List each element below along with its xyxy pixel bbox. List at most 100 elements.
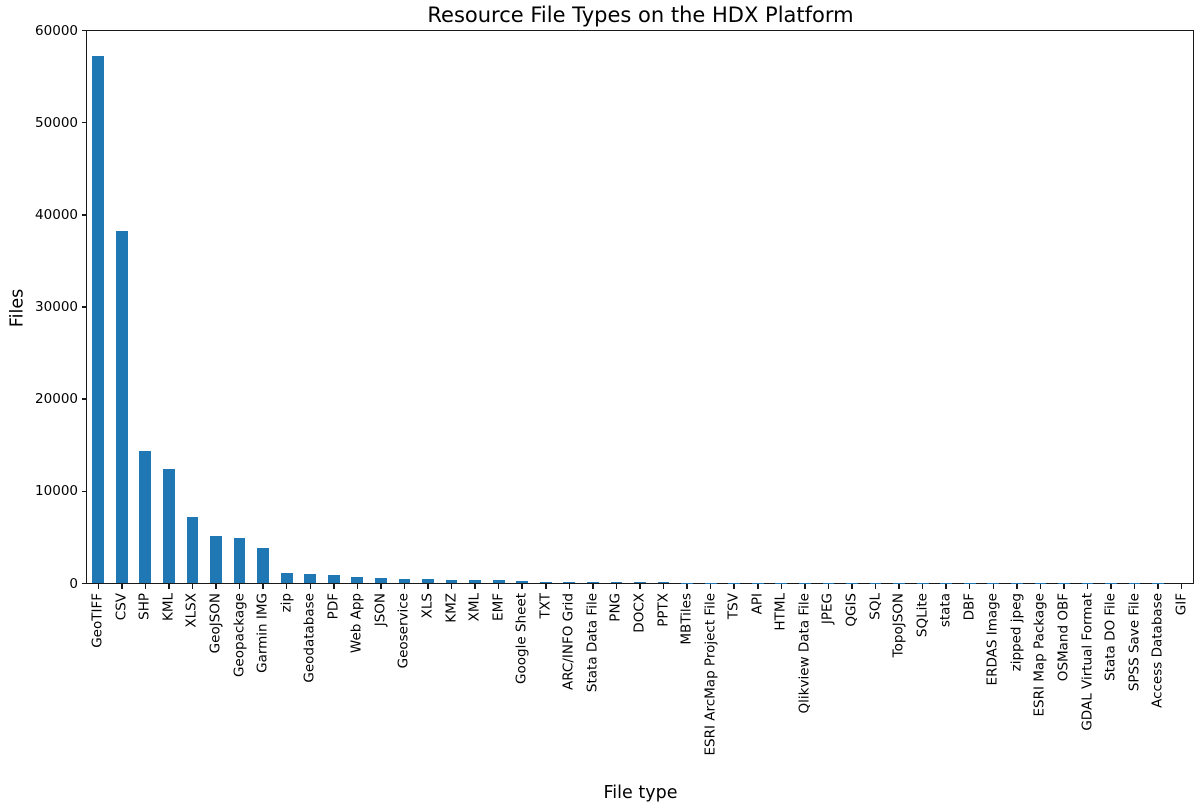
y-tick-label: 30000 — [35, 299, 78, 315]
bar-web-app — [351, 577, 364, 584]
x-tick — [568, 584, 571, 589]
x-tick — [780, 584, 783, 589]
x-tick-label: GDAL Virtual Format — [1079, 592, 1095, 731]
bar-png — [610, 582, 623, 584]
bar-xml — [469, 579, 481, 584]
x-tick — [757, 584, 759, 589]
x-tick-label: SHP — [136, 592, 153, 620]
y-tick — [81, 121, 86, 124]
x-tick-label: Qlikview Data File — [796, 592, 813, 713]
x-tick-label: Google Sheet — [513, 592, 530, 684]
x-tick-label: SQL — [867, 592, 884, 620]
x-tick — [733, 584, 735, 589]
x-tick-label: PNG — [607, 592, 624, 622]
x-tick-label: QGIS — [843, 592, 860, 627]
x-tick-label: ERDAS Image — [984, 592, 1001, 685]
x-tick — [309, 584, 311, 589]
bar-geodatabase — [304, 573, 317, 584]
x-tick-label: MBTiles — [678, 592, 695, 645]
x-tick — [921, 584, 924, 589]
bar-esri-arcmap-project-file — [704, 582, 717, 584]
x-tick — [1180, 584, 1183, 589]
bar-kml — [163, 469, 175, 584]
x-tick-label: Web App — [348, 592, 365, 653]
x-tick — [1133, 584, 1136, 589]
x-tick — [333, 584, 335, 589]
x-tick-label: GeoTIFF — [89, 592, 106, 648]
y-tick — [81, 306, 86, 308]
y-tick — [81, 582, 86, 585]
bar-mbtiles — [681, 582, 693, 584]
x-tick-label: zipped jpeg — [1008, 592, 1025, 671]
x-tick — [144, 584, 147, 589]
x-tick — [238, 584, 241, 589]
x-tick-label: API — [749, 592, 766, 614]
y-tick-label: 10000 — [35, 483, 78, 500]
x-tick — [874, 584, 877, 589]
x-tick-label: EMF — [490, 592, 507, 621]
x-tick-label: TopoJSON — [890, 592, 907, 657]
bar-geojson — [210, 536, 222, 584]
bar-txt — [539, 581, 552, 584]
x-tick-label: JSON — [372, 592, 389, 626]
x-tick — [262, 584, 264, 589]
bar-arc-info-grid — [563, 581, 576, 584]
x-tick-label: KMZ — [443, 592, 460, 623]
x-tick-label: ESRI ArcMap Project File — [702, 592, 719, 756]
x-tick-label: TSV — [725, 592, 742, 619]
x-tick — [827, 584, 830, 589]
x-tick — [121, 584, 123, 589]
y-tick — [81, 490, 86, 493]
bar-docx — [634, 582, 646, 584]
bar-html — [775, 582, 788, 584]
x-tick-label: GIF — [1173, 592, 1190, 615]
x-tick-label: DBF — [961, 592, 978, 620]
y-tick-label: 0 — [69, 575, 78, 592]
x-tick-label: ESRI Map Package — [1031, 592, 1048, 717]
x-tick-label: HTML — [772, 592, 789, 631]
bar-api — [751, 582, 764, 584]
x-tick-label: PDF — [325, 592, 342, 619]
x-tick — [1086, 584, 1089, 589]
x-tick — [356, 584, 359, 589]
x-tick — [285, 584, 288, 589]
x-tick — [662, 584, 665, 589]
bar-geopackage — [233, 538, 246, 584]
x-tick-label: TXT — [537, 592, 554, 619]
x-axis-label: File type — [603, 783, 678, 803]
bar-garmin-img — [257, 548, 270, 584]
x-tick — [1063, 584, 1065, 589]
bar-stata-data-file — [587, 581, 599, 584]
x-tick-label: OSMand OBF — [1055, 592, 1072, 681]
x-tick — [1110, 584, 1112, 589]
y-tick-label: 50000 — [35, 114, 78, 131]
x-tick-label: stata — [937, 592, 954, 627]
x-tick — [168, 584, 170, 589]
x-tick — [521, 584, 523, 589]
bar-geotiff — [92, 56, 105, 584]
x-tick-label: XLS — [419, 592, 436, 618]
bar-zip — [280, 573, 293, 584]
bar-json — [375, 578, 387, 584]
x-tick-label: SPSS Save File — [1126, 592, 1143, 691]
bar-pdf — [327, 575, 340, 584]
bar-csv — [115, 230, 128, 584]
x-tick — [191, 584, 194, 589]
x-tick-label: KML — [160, 592, 177, 621]
chart-title: Resource File Types on the HDX Platform — [427, 3, 854, 27]
x-tick — [615, 584, 618, 589]
x-tick — [97, 584, 100, 589]
x-tick-label: SQLite — [914, 592, 931, 637]
x-tick — [427, 584, 429, 589]
x-tick — [639, 584, 641, 589]
bar-pptx — [657, 582, 670, 584]
x-tick — [592, 584, 594, 589]
x-tick — [403, 584, 406, 589]
bar-emf — [492, 580, 505, 584]
y-tick-label: 40000 — [35, 206, 78, 223]
x-tick — [450, 584, 453, 589]
x-tick-label: PPTX — [655, 592, 672, 627]
y-tick — [81, 398, 86, 400]
x-tick — [1039, 584, 1042, 589]
x-tick-label: Stata Data File — [584, 592, 601, 692]
